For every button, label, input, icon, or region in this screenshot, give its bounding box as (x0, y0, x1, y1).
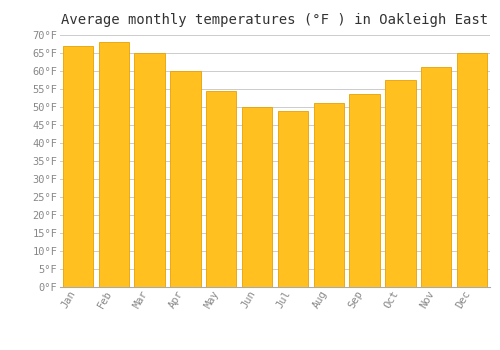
Bar (62, 46, 93, 287)
Bar (421, 68, 452, 287)
Bar (278, 111, 308, 287)
Title: Average monthly temperatures (°F ) in Oakleigh East: Average monthly temperatures (°F ) in Oa… (62, 13, 488, 27)
Bar (98, 42, 129, 287)
Bar (170, 71, 200, 287)
Bar (134, 53, 165, 287)
Bar (314, 103, 344, 287)
Bar (206, 91, 236, 287)
Bar (350, 94, 380, 287)
Bar (385, 80, 416, 287)
Bar (457, 53, 488, 287)
Bar (242, 107, 272, 287)
